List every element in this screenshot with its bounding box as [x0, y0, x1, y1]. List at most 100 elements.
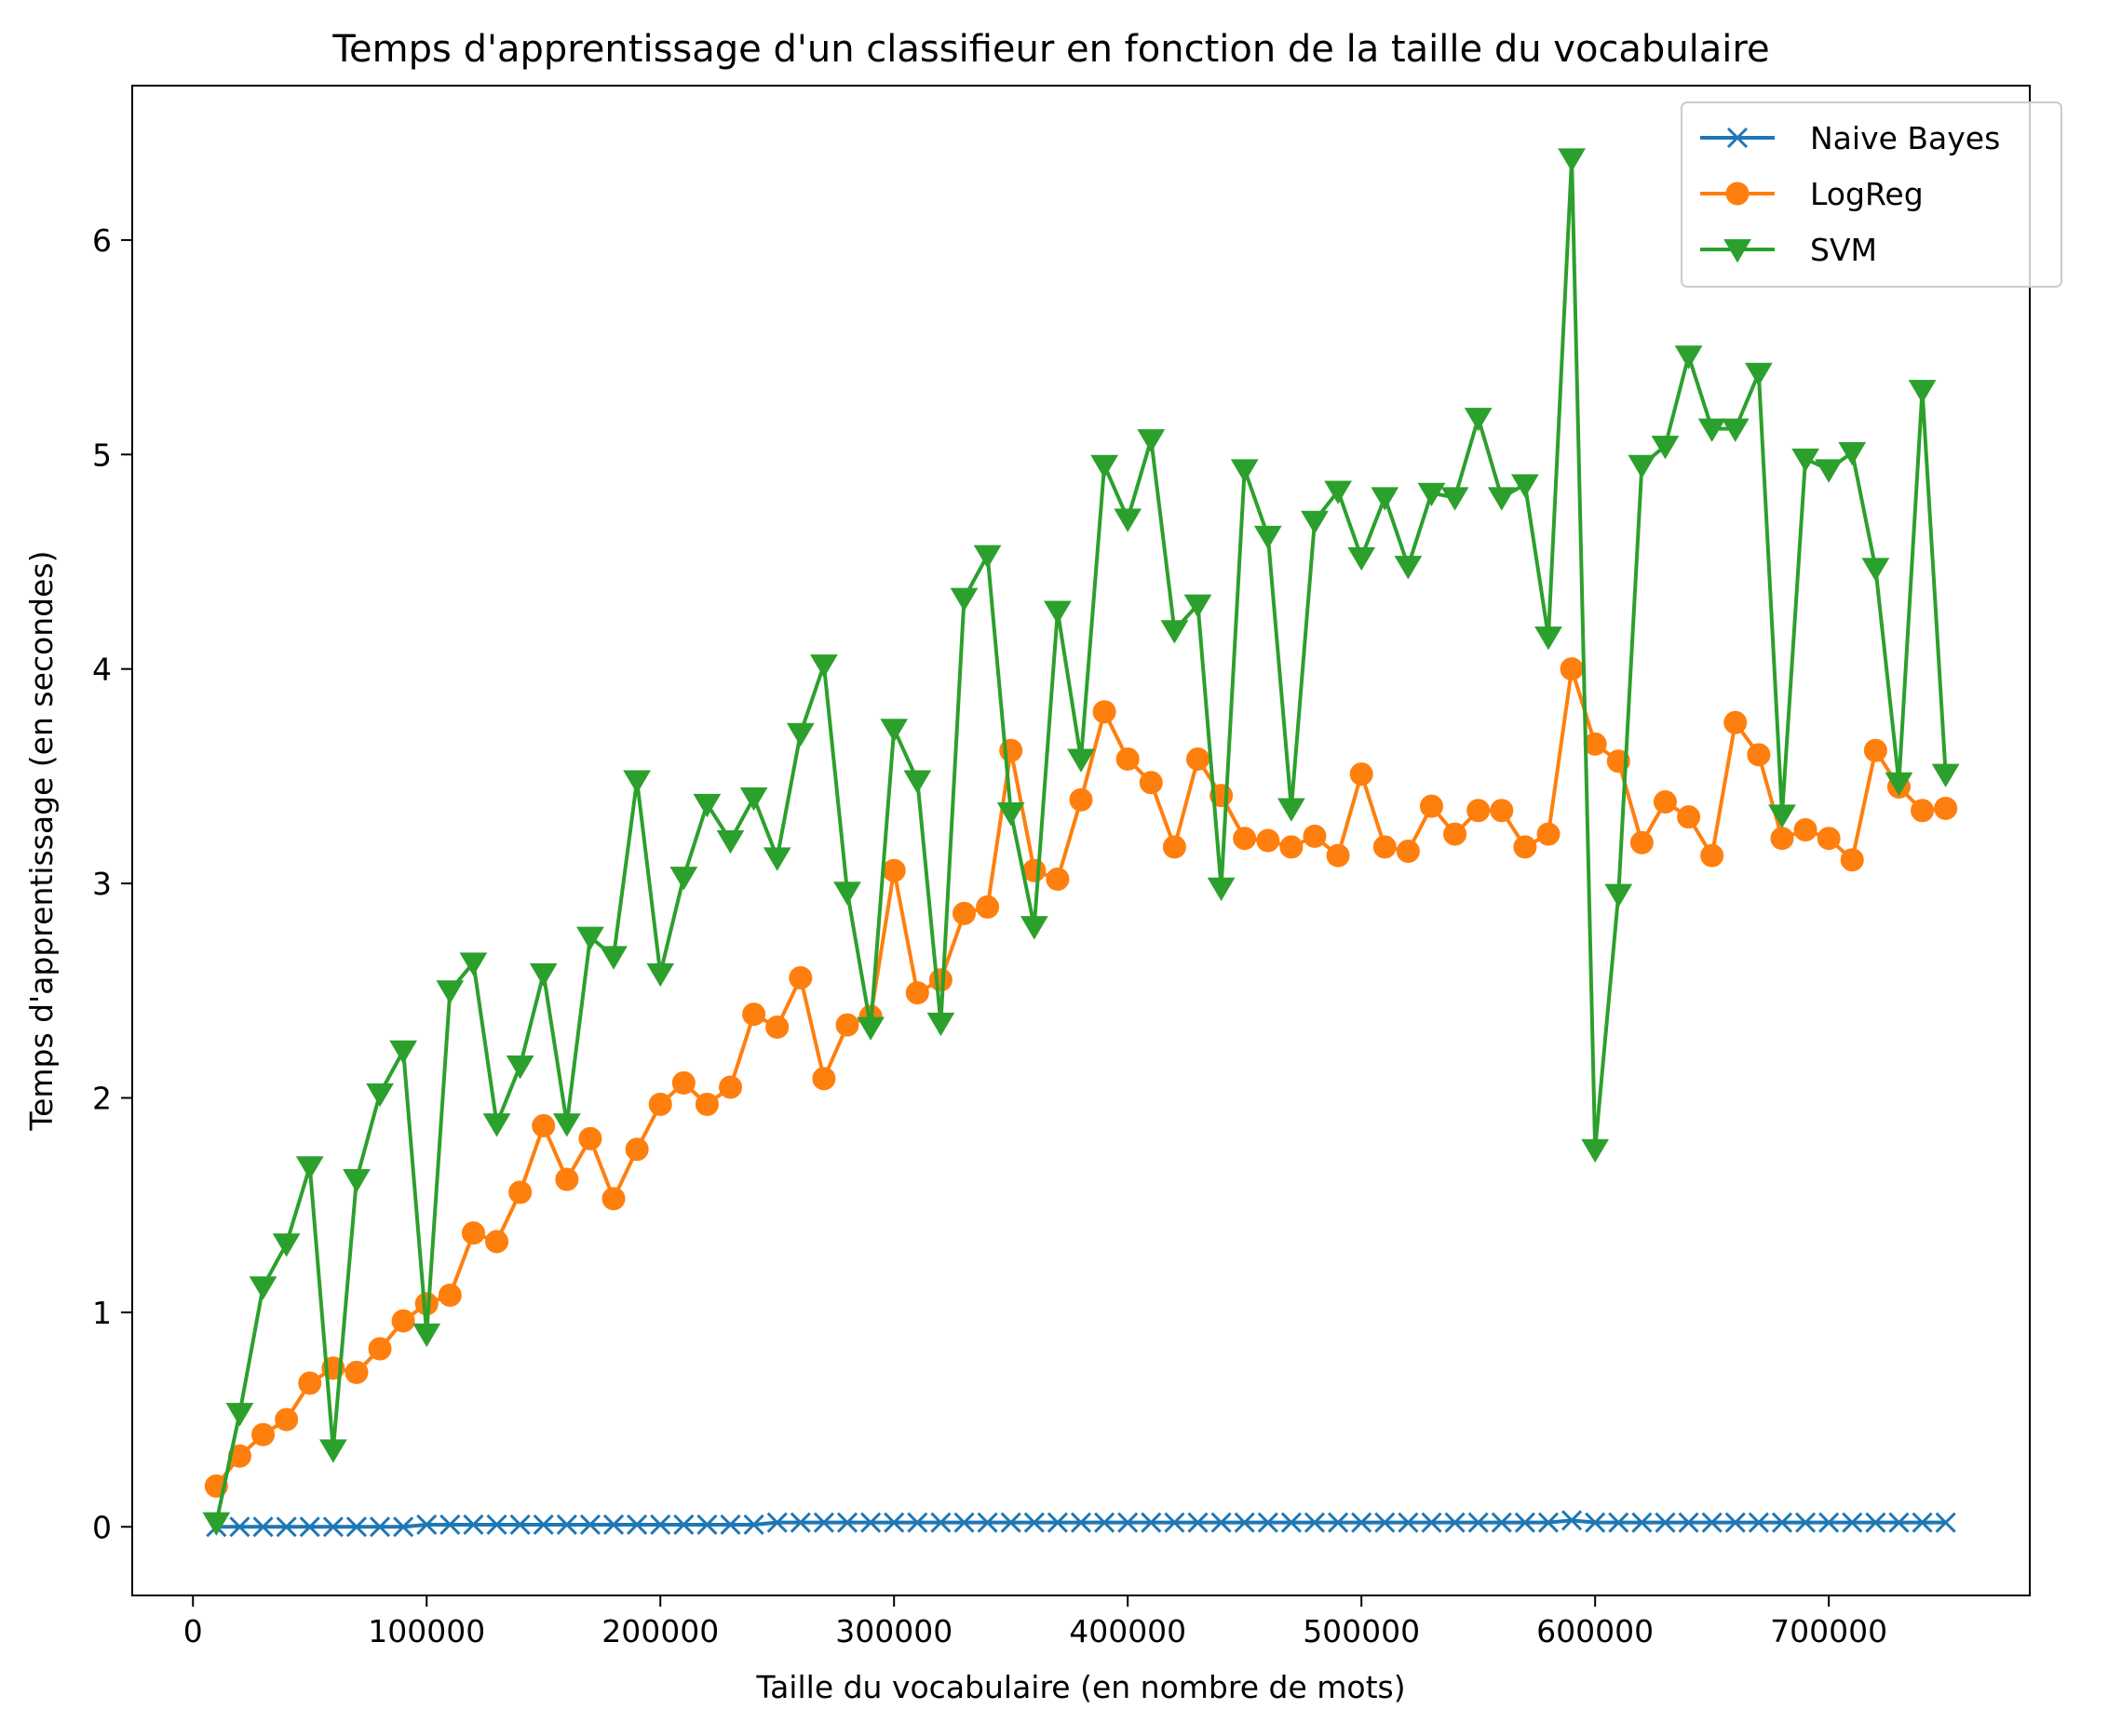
data-point	[318, 1439, 347, 1463]
data-point	[1185, 747, 1209, 771]
data-point	[1020, 916, 1048, 940]
data-point	[461, 1221, 485, 1245]
data-point	[693, 793, 722, 818]
data-point	[482, 1113, 511, 1137]
data-point	[1558, 148, 1586, 172]
y-tick-label: 3	[92, 866, 112, 902]
data-point	[1678, 1512, 1699, 1533]
data-point	[389, 1040, 418, 1065]
data-point	[813, 1512, 834, 1533]
data-point	[1304, 1512, 1326, 1533]
data-point	[1628, 454, 1656, 479]
data-point	[275, 1407, 299, 1432]
data-point	[646, 962, 675, 988]
data-point	[298, 1371, 322, 1395]
data-point	[393, 1516, 414, 1538]
data-point	[1000, 1512, 1021, 1533]
data-point	[953, 901, 977, 925]
data-point	[1770, 827, 1794, 851]
data-point	[1817, 827, 1841, 851]
data-point	[1070, 1512, 1092, 1533]
data-point	[1351, 1512, 1372, 1533]
data-point	[833, 881, 861, 906]
data-point	[1117, 1512, 1139, 1533]
data-point	[1464, 408, 1493, 432]
data-point	[369, 1516, 391, 1538]
data-point	[880, 719, 909, 743]
data-point	[1067, 748, 1095, 773]
data-point	[786, 722, 815, 747]
data-point	[836, 1512, 858, 1533]
data-point	[202, 1512, 231, 1536]
data-point	[1374, 1512, 1396, 1533]
data-point	[743, 1514, 764, 1536]
data-point	[1234, 1512, 1255, 1533]
data-point	[950, 587, 979, 612]
data-point	[1440, 487, 1469, 511]
data-point	[1324, 480, 1352, 505]
data-point	[1164, 1512, 1185, 1533]
data-point	[529, 962, 558, 988]
data-point	[1303, 824, 1327, 848]
data-point	[1347, 546, 1376, 572]
x-tick-label: 700000	[1770, 1613, 1887, 1649]
data-point	[1818, 1512, 1840, 1533]
y-axis-label: Temps d'apprentissage (en secondes)	[23, 551, 60, 1132]
data-point	[225, 1403, 254, 1427]
data-point	[345, 1516, 368, 1538]
y-tick-label: 6	[92, 222, 112, 259]
data-point	[930, 1512, 952, 1533]
data-point	[1655, 1512, 1676, 1533]
data-point	[1467, 1512, 1489, 1533]
data-point	[1888, 1512, 1910, 1533]
data-point	[1443, 822, 1467, 846]
data-point	[227, 1444, 251, 1468]
data-point	[368, 1337, 392, 1361]
data-point	[299, 1516, 320, 1538]
data-point	[1677, 805, 1701, 829]
data-point	[1371, 487, 1399, 511]
legend-marker	[1725, 182, 1750, 206]
data-point	[1280, 1512, 1302, 1533]
data-point	[276, 1516, 297, 1538]
data-point	[1513, 835, 1537, 859]
data-point	[1114, 508, 1142, 532]
data-point	[1794, 1512, 1817, 1533]
data-point	[509, 1514, 531, 1536]
data-point	[650, 1514, 671, 1536]
legend-box	[1681, 101, 2062, 288]
data-point	[1861, 558, 1890, 582]
data-point	[601, 1187, 626, 1211]
data-point	[1935, 1512, 1956, 1533]
data-point	[1700, 843, 1724, 868]
x-tick-label: 0	[183, 1613, 203, 1649]
data-point	[1911, 799, 1935, 823]
data-point	[1069, 787, 1093, 812]
data-point	[1791, 448, 1819, 473]
data-point	[602, 1514, 625, 1536]
data-point	[508, 1180, 533, 1204]
data-point	[1561, 1510, 1583, 1531]
data-point	[627, 1514, 648, 1536]
data-point	[835, 1013, 859, 1037]
data-point	[1537, 1512, 1560, 1533]
data-point	[1771, 1512, 1793, 1533]
data-point	[436, 980, 465, 1004]
data-point	[1536, 822, 1561, 846]
data-point	[1581, 1138, 1610, 1164]
data-point	[976, 895, 1000, 919]
data-point	[391, 1309, 415, 1333]
data-point	[1256, 828, 1280, 853]
legend-marker	[1726, 127, 1749, 149]
data-point	[533, 1514, 554, 1536]
data-point	[973, 545, 1002, 569]
data-point	[1207, 877, 1236, 901]
data-point	[1328, 1512, 1349, 1533]
data-point	[695, 1092, 719, 1116]
series-layer	[202, 148, 1960, 1538]
data-point	[1115, 747, 1140, 771]
data-point	[742, 1003, 766, 1027]
data-point	[459, 952, 488, 976]
data-point	[463, 1514, 484, 1536]
data-point	[1394, 556, 1423, 580]
